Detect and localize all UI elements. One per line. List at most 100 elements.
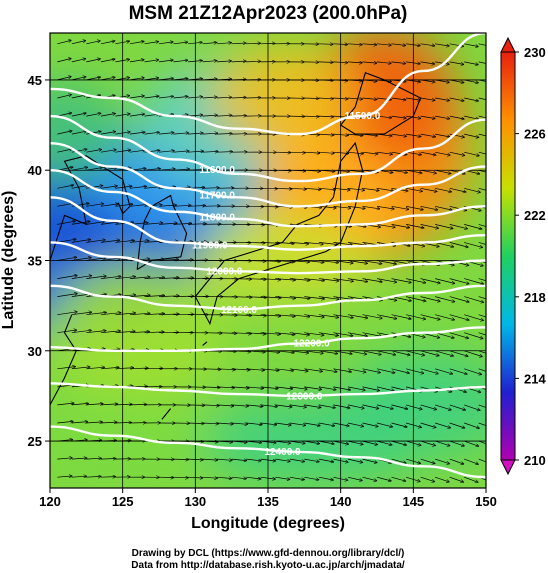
wind-arrow-240 (57, 330, 76, 334)
wind-arrow-748 (464, 43, 478, 47)
wind-arrow-647 (304, 98, 318, 99)
wind-arrow-362 (86, 258, 105, 261)
colorbar-gradient (500, 51, 516, 461)
wind-arrow-138 (318, 404, 335, 408)
wind-arrow-241 (71, 330, 91, 334)
wind-arrow-181 (71, 367, 90, 370)
wind-arrow-657 (449, 97, 464, 101)
contour-line-1 (50, 114, 486, 183)
wind-arrow-332 (86, 276, 106, 279)
wind-arrow-72 (231, 441, 247, 442)
contour-label-9: 12400.0 (264, 447, 301, 458)
plot-area: 11500.0 11600.0 11700.0 11800.0 11900.0 12000… (50, 33, 486, 488)
wind-arrow-575 (129, 132, 145, 135)
wind-arrow-726 (144, 42, 159, 45)
wind-arrow-544 (115, 150, 130, 153)
wind-arrow-636 (144, 96, 159, 99)
wind-arrow-651 (362, 98, 377, 99)
wind-arrow-609 (188, 115, 202, 116)
wind-arrow-392 (86, 240, 105, 243)
wind-arrow-349 (333, 278, 353, 282)
wind-arrow-403 (246, 242, 265, 243)
contour-line-0 (50, 33, 486, 136)
wind-arrow-327 (449, 296, 469, 302)
wind-arrow-165 (275, 386, 292, 389)
wind-arrow-205 (420, 368, 438, 374)
wind-arrow-573 (100, 132, 116, 135)
contour-line-7 (50, 326, 486, 352)
wind-arrow-244 (115, 331, 134, 333)
wind-arrow-54 (406, 458, 420, 463)
wind-arrow-419 (478, 242, 486, 245)
wind-arrow-167 (304, 386, 321, 390)
wind-arrow-568 (464, 151, 479, 156)
wind-arrow-377 (304, 260, 323, 263)
wind-arrow-605 (129, 114, 144, 117)
wind-arrow-526 (289, 170, 306, 171)
wind-arrow-622 (376, 116, 391, 118)
wind-arrow-600 (57, 113, 71, 117)
wind-arrow-358 (464, 278, 483, 284)
wind-arrow-289 (333, 314, 353, 318)
wind-arrow-743 (391, 44, 406, 46)
wind-arrow-597 (449, 133, 464, 137)
wind-arrow-297 (449, 314, 469, 320)
wind-arrow-140 (347, 404, 364, 408)
wind-arrow-328 (464, 296, 483, 303)
wind-arrow-361 (71, 258, 91, 261)
wind-arrow-258 (318, 332, 338, 336)
wind-arrow-191 (217, 369, 235, 370)
wind-arrow-570 (57, 131, 71, 135)
wind-arrow-207 (449, 368, 467, 374)
wind-arrow-1 (71, 476, 87, 477)
wind-arrow-16 (289, 476, 304, 479)
wind-arrow-203 (391, 368, 410, 373)
wind-arrow-576 (144, 132, 160, 135)
contour-line-3 (50, 169, 486, 228)
wind-arrow-272 (86, 312, 106, 316)
wind-arrow-116 (434, 422, 450, 428)
wind-arrow-668 (173, 78, 188, 80)
wind-arrow-168 (318, 386, 336, 390)
wind-arrow-631 (71, 95, 86, 99)
wind-arrow-725 (129, 41, 144, 45)
wind-arrow-105 (275, 422, 291, 425)
wind-arrow-348 (318, 278, 339, 281)
wind-arrow-225 (275, 350, 294, 353)
wind-arrow-716 (435, 61, 449, 64)
wind-arrow-334 (115, 277, 135, 279)
wind-arrow-733 (246, 43, 260, 44)
wind-arrow-260 (347, 332, 367, 336)
wind-arrow-666 (144, 78, 159, 81)
wind-arrow-232 (376, 350, 395, 355)
wind-arrow-180 (57, 367, 75, 370)
wind-arrow-229 (333, 350, 352, 354)
x-tick-label-5: 145 (402, 494, 424, 509)
wind-arrow-331 (71, 276, 92, 279)
wind-arrow-14 (260, 476, 275, 479)
wind-arrow-270 (57, 312, 77, 316)
wind-arrow-91 (71, 422, 88, 423)
wind-arrow-290 (347, 314, 368, 318)
wind-arrow-38 (173, 459, 189, 460)
colorbar-min-triangle (500, 459, 516, 476)
wind-arrow-731 (217, 43, 231, 44)
wind-arrow-641 (217, 97, 231, 98)
y-tick-label-1: 30 (28, 344, 42, 359)
wind-arrow-3 (100, 477, 115, 478)
wind-arrow-46 (289, 458, 305, 461)
wind-arrow-561 (362, 151, 378, 154)
wind-arrow-420 (57, 221, 75, 225)
wind-arrow-606 (144, 114, 159, 117)
wind-arrow-610 (202, 115, 218, 116)
wind-arrow-448 (464, 224, 481, 229)
wind-arrow-560 (347, 152, 363, 154)
wind-arrow-495 (275, 188, 291, 189)
wind-arrow-418 (464, 242, 482, 247)
wind-arrow-655 (420, 97, 435, 100)
wind-arrow-571 (71, 131, 87, 135)
wind-arrow-330 (57, 275, 77, 279)
wind-arrow-275 (129, 313, 150, 314)
wind-arrow-253 (246, 333, 265, 334)
wind-arrow-580 (202, 133, 218, 134)
